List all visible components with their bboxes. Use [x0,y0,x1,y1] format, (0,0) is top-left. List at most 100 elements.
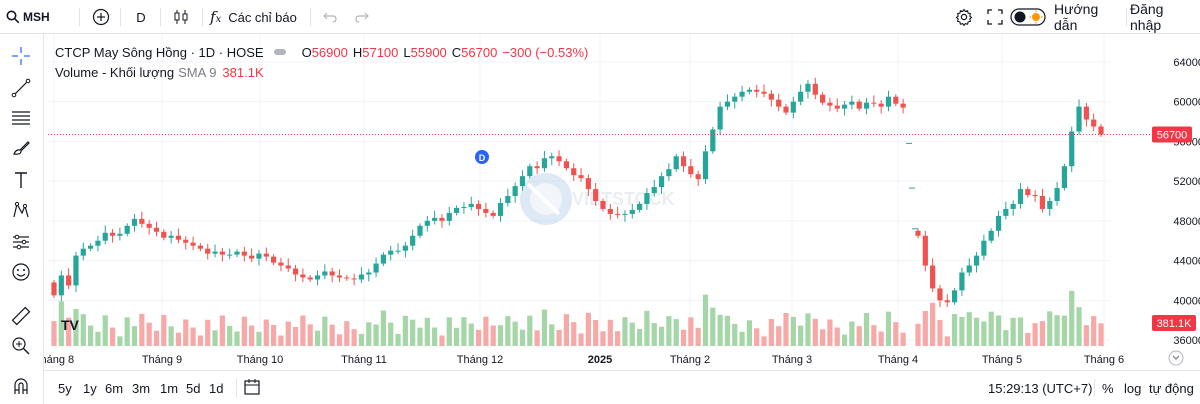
candle-body [658,176,665,188]
range-5d[interactable]: 5d [186,380,201,396]
range-1m[interactable]: 1m [160,380,179,396]
emoji-tool[interactable] [6,258,36,288]
volume-bar [739,331,745,346]
candle-body [417,225,423,236]
range-1y[interactable]: 1y [83,380,97,396]
volume-bar [461,317,467,346]
candle-body [732,96,738,102]
symbol-label: MSH [23,10,50,24]
svg-text:TV: TV [61,317,80,333]
dividend-marker[interactable]: D [475,150,489,164]
volume-bar [1091,316,1097,346]
trend-line-tool[interactable] [6,74,36,104]
brush-tool[interactable] [6,134,36,164]
symbol-name[interactable]: CTCP May Sông Hồng · 1D · HOSE [55,44,264,60]
measure-tool[interactable] [6,302,36,332]
candle-body [798,91,804,102]
volume-bar [307,324,313,346]
volume-bar [80,314,86,346]
candle-body [505,196,511,203]
volume-bar [497,325,504,346]
chart-type-button[interactable] [168,0,194,34]
candle-body [1054,188,1060,201]
candle-body [746,89,752,92]
volume-bar [161,315,167,346]
guide-link[interactable]: Hướng dẫn [1054,1,1099,33]
pattern-tool[interactable] [6,196,36,226]
zoom-tool[interactable] [6,332,36,362]
volume-bar [658,326,665,346]
volume-bar [607,319,613,346]
symbol-search[interactable]: MSH [6,0,52,34]
candle-body [527,166,533,177]
last-price-label: 56700 [1157,129,1188,141]
settings-button[interactable] [952,0,976,34]
redo-button[interactable] [350,0,374,34]
candle-body [212,251,218,254]
candle-body [88,245,94,249]
volume-bar [1061,315,1067,346]
range-1d[interactable]: 1d [209,380,224,396]
volume-bar [402,315,408,346]
candle-body [285,265,291,269]
candle-body [622,213,628,215]
indicators-button[interactable]: fx Các chỉ báo [210,0,304,34]
candle-body [358,274,365,280]
tradingview-logo[interactable]: TV [61,317,80,333]
auto-scale-toggle[interactable]: tự động [1149,380,1194,396]
clock-time[interactable]: 15:29:13 (UTC+7) [988,380,1093,396]
price-tick-label: 40000 [1173,295,1200,307]
candle-body [1061,166,1067,189]
candle-body [1069,131,1075,167]
log-toggle[interactable]: log [1124,380,1142,396]
candle-body [1098,126,1104,135]
volume-bar [490,325,496,346]
ruler-icon [11,306,31,329]
crosshair-tool[interactable] [6,42,36,72]
text-tool[interactable] [6,166,36,196]
candle-body [373,263,379,273]
candle-body [227,254,233,256]
candle-body [966,265,972,273]
price-chart[interactable]: VIETSTOCK 360004000044000480005200056000… [44,34,1200,370]
toolbar-divider [1126,8,1127,26]
compare-symbol-button[interactable] [88,0,114,34]
toolbar-divider [160,8,161,26]
range-3m[interactable]: 3m [132,380,151,396]
volume-bar [117,336,123,346]
volume-bar [1083,325,1089,346]
volume-indicator-label[interactable]: Volume - Khối lượng [55,64,175,80]
price-tick-label: 60000 [1173,97,1200,109]
bottom-divider [236,379,237,397]
theme-toggle[interactable] [1010,0,1046,34]
fullscreen-button[interactable] [984,0,1006,34]
volume-bar [981,321,987,346]
candle-body [329,271,335,276]
candle-body [490,212,496,216]
undo-button[interactable] [318,0,342,34]
scroll-to-latest-button[interactable] [1168,350,1184,366]
candle-body [271,256,277,263]
volume-bar [505,316,511,346]
range-6m[interactable]: 6m [105,380,124,396]
horizontal-lines-tool[interactable] [6,104,36,134]
percent-toggle[interactable]: % [1102,380,1114,396]
candle-body [944,300,950,303]
interval-button[interactable]: D [136,9,146,25]
volume-bar [241,316,247,346]
login-link[interactable]: Đăng nhập [1130,1,1164,33]
volume-bar [856,326,862,346]
candle-body [410,235,416,246]
volume-bar [234,331,240,346]
time-tick-label: Tháng 4 [878,354,918,366]
date-range-button[interactable] [243,371,261,404]
magnet-tool[interactable] [6,372,36,402]
candle-body [637,203,643,210]
forecast-tool[interactable] [6,228,36,258]
candle-body [292,268,299,275]
volume-bar [768,319,774,346]
range-5y[interactable]: 5y [58,380,72,396]
time-tick-label: Tháng 8 [44,354,74,366]
low-value: 55900 [410,44,447,60]
candle-body [549,156,555,159]
